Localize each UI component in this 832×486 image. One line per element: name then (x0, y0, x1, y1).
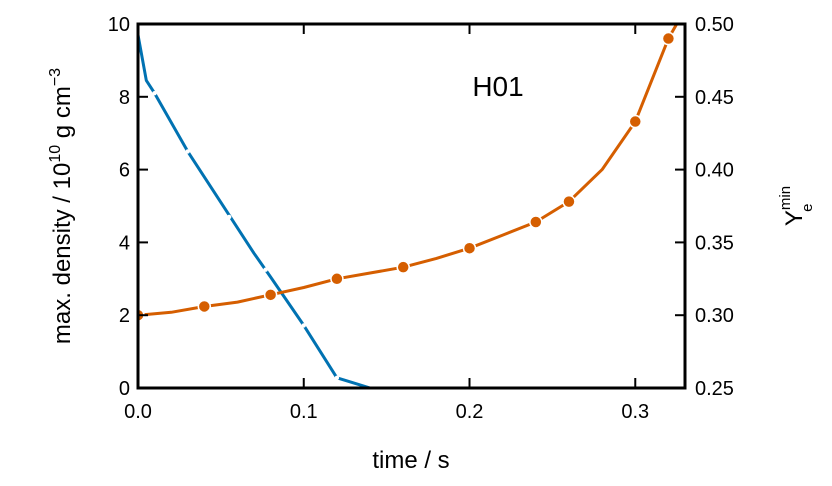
x-tick-label: 0.2 (456, 401, 484, 423)
x-tick-label: 0.1 (290, 401, 318, 423)
x-axis-title: time / s (372, 447, 449, 474)
plot-frame (136, 22, 687, 390)
y-left-title-main: max. density / 10 (49, 163, 76, 344)
x-tick-label: 0.0 (124, 401, 152, 423)
y-right-title-sub: e (799, 204, 816, 212)
series-1-point (226, 214, 232, 220)
series-2-point (628, 114, 643, 129)
y-right-tick-label: 0.40 (695, 160, 734, 182)
series-2-point (396, 260, 410, 274)
series-1-point (185, 149, 190, 154)
y-left-title-unit-exp: −3 (47, 68, 64, 86)
y-left-title-exp: 10 (47, 145, 64, 163)
x-tick-label: 0.3 (621, 401, 649, 423)
series-1-line (138, 34, 371, 388)
y-right-axis-title: Ymin e (777, 186, 816, 226)
y-right-tick-label: 0.50 (695, 14, 734, 36)
series-1-point (263, 267, 268, 272)
series-1-point (301, 323, 306, 328)
y-right-title-sup: min (777, 186, 794, 210)
y-left-tick-label: 8 (119, 87, 130, 109)
y-left-tick-label: 6 (119, 160, 130, 182)
series-2-line (138, 24, 679, 317)
tick-layer: 0.0 0.1 0.2 0.302468100.250.300.350.400.450… (108, 14, 734, 423)
y-right-tick-label: 0.30 (695, 305, 734, 327)
y-right-tick-label: 0.35 (695, 232, 734, 254)
series-layer (138, 24, 679, 388)
y-right-tick-label: 0.45 (695, 87, 734, 109)
y-left-tick-label: 4 (119, 232, 130, 254)
series-2-point (661, 31, 676, 46)
series-1-point (152, 90, 157, 96)
series-2-point (263, 288, 278, 302)
series-2-point (562, 194, 576, 209)
y-left-tick-label: 10 (108, 14, 130, 36)
y-right-tick-label: 0.25 (695, 378, 734, 400)
y-left-title-unit: g cm (49, 86, 76, 145)
y-left-axis-title: max. density / 1010 g cm−3 (47, 68, 76, 344)
y-right-title-base: Y (781, 210, 808, 226)
series-2-point (462, 241, 477, 255)
series-annotation: H01 (472, 71, 523, 102)
series-1-point (334, 375, 340, 381)
y-left-tick-label: 2 (119, 305, 130, 327)
series-2-point (197, 299, 212, 314)
series-2-point (330, 272, 344, 286)
y-left-tick-label: 0 (119, 378, 130, 400)
series-2-point (529, 215, 543, 229)
